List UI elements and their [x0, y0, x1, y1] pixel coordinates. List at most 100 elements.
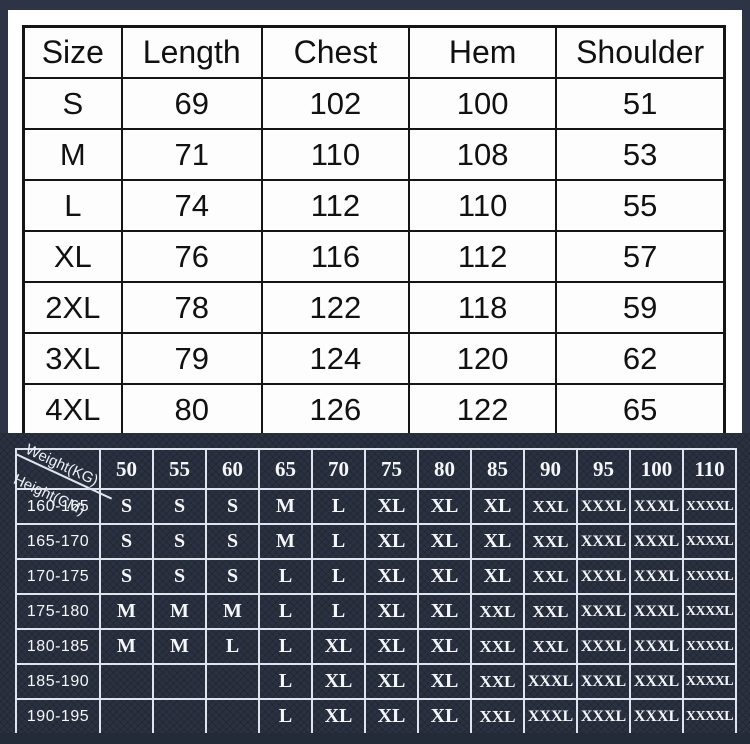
- empty-size-cell: [205, 663, 260, 700]
- spec-value-cell: 102: [260, 77, 411, 130]
- recommended-size-cell: XL: [417, 488, 472, 525]
- recommended-size-cell: XL: [364, 698, 419, 735]
- spec-row: 3XL 79 124 120 62: [22, 332, 726, 385]
- recommended-size-cell: S: [152, 558, 207, 595]
- spec-value-cell: 79: [120, 332, 263, 385]
- fit-row: 160-165 S S S M L XL XL XL XXL XXXL XXXL XXXXL: [15, 488, 737, 525]
- recommended-size-cell: XXXXL: [682, 523, 737, 560]
- recommended-size-cell: L: [311, 558, 366, 595]
- height-row-label: 170-175: [15, 558, 101, 595]
- recommended-size-cell: XXXL: [523, 698, 578, 735]
- spec-row: M 71 110 108 53: [22, 128, 726, 181]
- height-weight-header: Weight(KG) Height(CM) 50 55 60 65 70 75 80 85 90…: [11, 441, 737, 519]
- recommended-size-cell: XXXXL: [682, 663, 737, 700]
- spec-value-cell: 120: [408, 332, 558, 385]
- size-spec-body: S 69 102 100 51 M 71 110 108 53 L 74 112 110 55 XL 76 116…: [22, 77, 726, 437]
- recommended-size-cell: XXXL: [576, 558, 631, 595]
- spec-value-cell: 71: [120, 128, 263, 181]
- recommended-size-cell: S: [99, 523, 154, 560]
- height-weight-panel: Weight(KG) Height(CM) 50 55 60 65 70 75 80 85 90…: [0, 433, 750, 744]
- recommended-size-cell: XXL: [523, 488, 578, 525]
- recommended-size-cell: XL: [364, 593, 419, 630]
- bottom-strip: [0, 733, 750, 744]
- empty-size-cell: [205, 698, 260, 735]
- recommended-size-cell: XXXXL: [682, 593, 737, 630]
- recommended-size-cell: S: [99, 488, 154, 525]
- weight-header-row: Weight(KG) Height(CM) 50 55 60 65 70 75 80 85 90…: [11, 441, 737, 519]
- spec-value-cell: 126: [260, 383, 411, 437]
- empty-size-cell: [99, 663, 154, 700]
- recommended-size-cell: XL: [417, 558, 472, 595]
- recommended-size-cell: XXL: [523, 593, 578, 630]
- size-spec-table: Size Length Chest Hem Shoulder S 69 102 100 51 M 7…: [22, 25, 726, 437]
- weight-column-header: 90: [523, 448, 578, 490]
- weight-column-header: 110: [682, 448, 737, 490]
- size-spec-header: Size Length Chest Hem Shoulder: [22, 25, 726, 79]
- recommended-size-cell: XL: [417, 628, 472, 665]
- fit-row: 170-175 S S S L L XL XL XL XXL XXXL XXXL XXXXL: [15, 558, 737, 595]
- weight-column-header: 80: [417, 448, 472, 490]
- recommended-size-cell: XXXL: [629, 488, 684, 525]
- recommended-size-cell: XXL: [470, 663, 525, 700]
- spec-value-cell: 116: [260, 230, 411, 283]
- recommended-size-cell: XXXL: [576, 698, 631, 735]
- spec-value-cell: 76: [120, 230, 263, 283]
- empty-size-cell: [152, 663, 207, 700]
- spec-value-cell: 53: [555, 128, 726, 181]
- recommended-size-cell: XL: [470, 523, 525, 560]
- height-row-label: 180-185: [15, 628, 101, 665]
- spec-value-cell: 80: [120, 383, 263, 437]
- recommended-size-cell: L: [311, 488, 366, 525]
- recommended-size-cell: S: [205, 558, 260, 595]
- recommended-size-cell: XXXL: [576, 663, 631, 700]
- spec-value-cell: 51: [555, 77, 726, 130]
- recommended-size-cell: L: [205, 628, 260, 665]
- weight-column-header: 55: [152, 448, 207, 490]
- weight-column-header: 85: [470, 448, 525, 490]
- spec-value-cell: 65: [555, 383, 726, 437]
- height-row-label: 190-195: [15, 698, 101, 735]
- recommended-size-cell: XL: [417, 698, 472, 735]
- recommended-size-cell: M: [258, 488, 313, 525]
- spec-column-header: Hem: [408, 25, 558, 79]
- spec-column-header: Size: [22, 25, 123, 79]
- recommended-size-cell: L: [258, 628, 313, 665]
- spec-size-cell: 3XL: [22, 332, 123, 385]
- recommended-size-cell: XL: [364, 663, 419, 700]
- recommended-size-cell: S: [205, 523, 260, 560]
- spec-size-cell: M: [22, 128, 123, 181]
- spec-value-cell: 112: [408, 230, 558, 283]
- size-spec-header-row: Size Length Chest Hem Shoulder: [22, 25, 726, 79]
- recommended-size-cell: XXXL: [576, 628, 631, 665]
- recommended-size-cell: XL: [311, 698, 366, 735]
- recommended-size-cell: XXXL: [576, 593, 631, 630]
- spec-value-cell: 62: [555, 332, 726, 385]
- recommended-size-cell: XXXL: [523, 663, 578, 700]
- recommended-size-cell: L: [311, 523, 366, 560]
- spec-row: S 69 102 100 51: [22, 77, 726, 130]
- weight-column-header: 60: [205, 448, 260, 490]
- recommended-size-cell: XL: [364, 523, 419, 560]
- spec-value-cell: 55: [555, 179, 726, 232]
- recommended-size-cell: L: [311, 593, 366, 630]
- height-weight-body: 160-165 S S S M L XL XL XL XXL XXXL XXXL XXXXL 165-17…: [15, 488, 737, 735]
- recommended-size-cell: L: [258, 663, 313, 700]
- recommended-size-cell: XXXL: [629, 593, 684, 630]
- recommended-size-cell: S: [99, 558, 154, 595]
- recommended-size-cell: XXL: [470, 593, 525, 630]
- height-row-label: 185-190: [15, 663, 101, 700]
- recommended-size-cell: XXXL: [576, 523, 631, 560]
- recommended-size-cell: XXXL: [629, 523, 684, 560]
- recommended-size-cell: XXL: [523, 523, 578, 560]
- recommended-size-cell: XXL: [523, 558, 578, 595]
- weight-column-header: 70: [311, 448, 366, 490]
- recommended-size-cell: XL: [417, 523, 472, 560]
- spec-value-cell: 124: [260, 332, 411, 385]
- spec-column-header: Shoulder: [555, 25, 726, 79]
- spec-row: 4XL 80 126 122 65: [22, 383, 726, 437]
- recommended-size-cell: M: [99, 593, 154, 630]
- recommended-size-cell: XXXL: [629, 663, 684, 700]
- recommended-size-cell: M: [152, 593, 207, 630]
- spec-value-cell: 122: [260, 281, 411, 334]
- recommended-size-cell: XXXXL: [682, 558, 737, 595]
